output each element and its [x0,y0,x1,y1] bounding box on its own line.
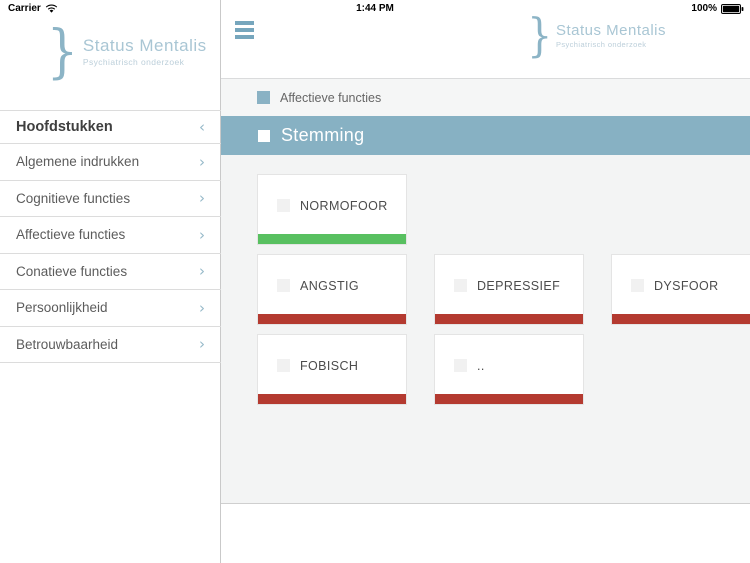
checkbox-icon [277,199,290,212]
sidebar-item-algemene-indrukken[interactable]: Algemene indrukken › [0,144,221,181]
state-bar-red [435,314,583,324]
state-bar-red [258,394,406,404]
logo-subtitle: Psychiatrisch onderzoek [555,39,647,49]
option-card-depressief[interactable]: DEPRESSIEF [434,254,584,325]
state-bar-red [612,314,750,324]
menu-header-label: Hoofdstukken [16,119,113,135]
battery-percent-label: 100% [691,3,717,14]
section-header-stemming: Stemming [221,116,750,155]
hamburger-menu-icon[interactable] [235,21,254,42]
option-card-other[interactable]: .. [434,334,584,405]
battery-icon [721,3,744,14]
checkbox-icon [631,279,644,292]
option-card-normofoor[interactable]: NORMOFOOR [257,174,407,245]
option-card-angstig[interactable]: ANGSTIG [257,254,407,325]
face-profile-logo-icon: } [46,17,79,85]
sidebar-item-cognitieve-functies[interactable]: Cognitieve functies › [0,181,221,217]
chapter-menu: Hoofdstukken ‹ Algemene indrukken › Cogn… [0,110,221,363]
clock: 1:44 PM [356,3,394,14]
menu-header-hoofdstukken[interactable]: Hoofdstukken ‹ [0,110,221,144]
state-bar-red [435,394,583,404]
chevron-right-icon: › [199,152,205,171]
section-square-icon [258,129,270,142]
chevron-right-icon: › [199,225,205,244]
main-panel: } Status Mentalis Psychiatrisch onderzoe… [221,0,750,563]
header-logo: } Status Mentalis Psychiatrisch onderzoe… [525,12,666,58]
sidebar-logo: } Status Mentalis Psychiatrisch onderzoe… [44,22,207,80]
chevron-left-icon: ‹ [199,118,205,136]
checkbox-icon [454,359,467,372]
checkbox-icon [454,279,467,292]
main-header: } Status Mentalis Psychiatrisch onderzoe… [221,0,750,78]
section-title: Stemming [281,125,365,145]
sidebar-item-betrouwbaarheid[interactable]: Betrouwbaarheid › [0,327,221,363]
options-area: NORMOFOOR ANGSTIG DEPRESSIEF [221,155,750,504]
options-grid: NORMOFOOR ANGSTIG DEPRESSIEF [257,174,750,405]
breadcrumb-label: Affectieve functies [280,90,382,105]
carrier-label: Carrier [8,3,41,14]
sidebar-item-persoonlijkheid[interactable]: Persoonlijkheid › [0,290,221,327]
logo-title: Status Mentalis [82,35,207,55]
logo-title: Status Mentalis [555,21,666,39]
chevron-right-icon: › [199,262,205,281]
chevron-right-icon: › [199,189,205,208]
state-bar-red [258,314,406,324]
state-bar-green [258,234,406,244]
chevron-right-icon: › [199,335,205,354]
sidebar-item-conatieve-functies[interactable]: Conatieve functies › [0,254,221,290]
status-bar: Carrier 1:44 PM 100% [0,0,750,16]
chevron-right-icon: › [199,298,205,317]
option-card-fobisch[interactable]: FOBISCH [257,334,407,405]
wifi-icon [45,4,57,13]
breadcrumb: Affectieve functies [221,78,750,116]
footer-blank-area [221,504,750,563]
breadcrumb-square-icon [257,91,270,104]
logo-subtitle: Psychiatrisch onderzoek [82,56,185,67]
option-card-dysfoor[interactable]: DYSFOOR [611,254,750,325]
sidebar-item-affectieve-functies[interactable]: Affectieve functies › [0,217,221,254]
checkbox-icon [277,279,290,292]
face-profile-logo-icon: } [526,8,552,62]
checkbox-icon [277,359,290,372]
sidebar: } Status Mentalis Psychiatrisch onderzoe… [0,0,221,563]
